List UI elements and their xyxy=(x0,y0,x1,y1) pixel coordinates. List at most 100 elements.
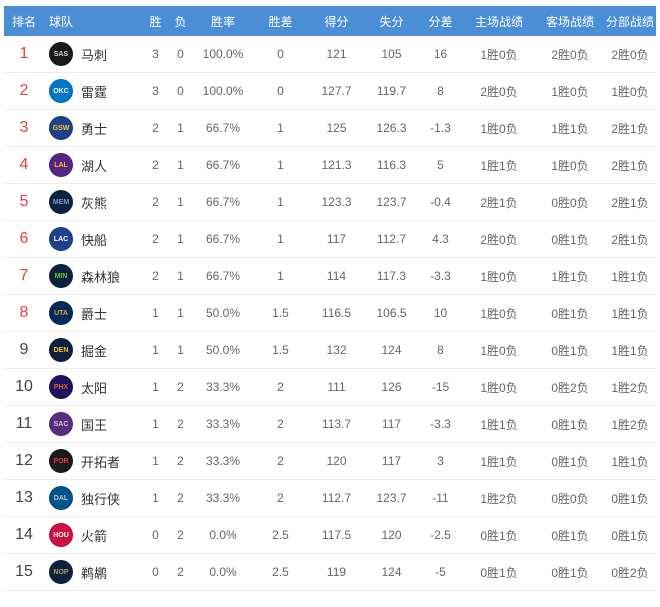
team-name[interactable]: 灰熊 xyxy=(81,195,108,211)
team-name[interactable]: 太阳 xyxy=(81,380,108,396)
points-for-value: 125 xyxy=(326,121,347,135)
win-pct-value: 0.0% xyxy=(209,528,237,542)
team-logo-icon: DAL xyxy=(49,486,73,510)
win-pct-value: 50.0% xyxy=(205,306,241,320)
team-cell[interactable]: HOU 火箭 xyxy=(44,523,144,547)
team-cell[interactable]: GSW 勇士 xyxy=(44,116,144,140)
team-name[interactable]: 雷霆 xyxy=(81,84,108,100)
team-cell[interactable]: SAC 国王 xyxy=(44,412,144,436)
team-cell[interactable]: DEN 掘金 xyxy=(44,338,144,362)
wins-value: 3 xyxy=(152,84,159,98)
team-cell[interactable]: OKC 雷霆 xyxy=(44,79,144,103)
wins-value: 2 xyxy=(152,232,159,246)
win-pct-value: 33.3% xyxy=(205,491,241,505)
point-diff-value: 8 xyxy=(437,84,444,98)
division-record-value: 0胜1负 xyxy=(611,528,649,543)
team-cell[interactable]: LAC 快船 xyxy=(44,227,144,251)
division-record-value: 2胜0负 xyxy=(611,47,649,62)
win-pct-value: 66.7% xyxy=(205,121,241,135)
team-logo-icon: MIN xyxy=(49,264,73,288)
team-name[interactable]: 开拓者 xyxy=(81,454,121,470)
team-cell[interactable]: DAL 独行侠 xyxy=(44,486,144,510)
team-name[interactable]: 国王 xyxy=(81,417,108,433)
point-diff-value: -0.4 xyxy=(430,195,451,209)
point-diff-value: 4.3 xyxy=(432,232,449,246)
team-name[interactable]: 火箭 xyxy=(81,528,108,544)
away-record-value: 0胜1负 xyxy=(551,306,589,321)
losses-value: 0 xyxy=(177,47,184,61)
team-name[interactable]: 快船 xyxy=(81,232,108,248)
table-row: 2 OKC 雷霆 3 0 100.0% 0 127.7 119.7 8 2胜0负 1胜0负 1胜0负 xyxy=(4,73,656,110)
team-cell[interactable]: UTA 爵士 xyxy=(44,301,144,325)
division-record-value: 2胜1负 xyxy=(611,195,649,210)
points-for-value: 132 xyxy=(326,343,347,357)
away-record-value: 2胜0负 xyxy=(551,47,589,62)
rank-number: 6 xyxy=(19,230,29,247)
division-record-value: 1胜1负 xyxy=(611,343,649,358)
home-record-value: 0胜1负 xyxy=(480,565,518,580)
away-record-value: 1胜0负 xyxy=(551,158,589,173)
point-diff-value: -3.3 xyxy=(430,269,451,283)
division-record-value: 2胜1负 xyxy=(611,232,649,247)
points-against-value: 117 xyxy=(381,417,402,431)
points-against-value: 106.5 xyxy=(376,306,407,320)
home-record-value: 1胜0负 xyxy=(480,343,518,358)
away-record-value: 0胜1负 xyxy=(551,343,589,358)
team-logo-icon: HOU xyxy=(49,523,73,547)
table-row: 7 MIN 森林狼 2 1 66.7% 1 114 117.3 -3.3 1胜0负 1胜1负 1胜1负 xyxy=(4,258,656,295)
header-win-pct: 胜率 xyxy=(210,14,235,29)
rank-number: 12 xyxy=(15,452,33,469)
points-against-value: 126.3 xyxy=(376,121,407,135)
win-pct-value: 100.0% xyxy=(202,47,244,61)
team-name[interactable]: 勇士 xyxy=(81,121,108,137)
wins-value: 2 xyxy=(152,195,159,209)
away-record-value: 1胜1负 xyxy=(551,121,589,136)
team-logo-icon: OKC xyxy=(49,79,73,103)
team-name[interactable]: 独行侠 xyxy=(81,491,121,507)
point-diff-value: 3 xyxy=(437,454,444,468)
team-name[interactable]: 马刺 xyxy=(81,47,108,63)
header-points-for: 得分 xyxy=(324,14,349,29)
rank-number: 15 xyxy=(15,563,33,580)
team-name[interactable]: 鹈鹕 xyxy=(81,565,108,581)
team-cell[interactable]: POR 开拓者 xyxy=(44,449,144,473)
home-record-value: 2胜0负 xyxy=(480,232,518,247)
table-row: 15 NOP 鹈鹕 0 2 0.0% 2.5 119 124 -5 0胜1负 0胜1负 0胜2负 xyxy=(4,554,656,591)
team-cell[interactable]: SAS 马刺 xyxy=(44,42,144,66)
home-record-value: 1胜0负 xyxy=(480,47,518,62)
table-row: 4 LAL 湖人 2 1 66.7% 1 121.3 116.3 5 1胜1负 1胜0负 2胜1负 xyxy=(4,147,656,184)
team-name[interactable]: 湖人 xyxy=(81,158,108,174)
rank-number: 11 xyxy=(15,415,33,432)
team-cell[interactable]: LAL 湖人 xyxy=(44,153,144,177)
losses-value: 2 xyxy=(177,565,184,579)
header-team: 球队 xyxy=(49,14,74,29)
team-cell[interactable]: MIN 森林狼 xyxy=(44,264,144,288)
points-for-value: 116.5 xyxy=(321,306,352,320)
team-logo-icon: DEN xyxy=(49,338,73,362)
home-record-value: 1胜0负 xyxy=(480,269,518,284)
table-row: 9 DEN 掘金 1 1 50.0% 1.5 132 124 8 1胜0负 0胜1负 1胜1负 xyxy=(4,332,656,369)
home-record-value: 1胜0负 xyxy=(480,306,518,321)
team-cell[interactable]: PHX 太阳 xyxy=(44,375,144,399)
team-name[interactable]: 爵士 xyxy=(81,306,108,322)
team-name[interactable]: 森林狼 xyxy=(81,269,121,285)
points-for-value: 113.7 xyxy=(321,417,352,431)
wins-value: 2 xyxy=(152,121,159,135)
games-behind-value: 2 xyxy=(277,380,284,394)
points-against-value: 123.7 xyxy=(376,195,407,209)
losses-value: 1 xyxy=(177,306,184,320)
point-diff-value: 10 xyxy=(433,306,448,320)
losses-value: 2 xyxy=(177,491,184,505)
wins-value: 1 xyxy=(152,306,159,320)
team-name[interactable]: 掘金 xyxy=(81,343,108,359)
wins-value: 0 xyxy=(152,565,159,579)
away-record-value: 0胜1负 xyxy=(551,417,589,432)
games-behind-value: 2 xyxy=(277,454,284,468)
win-pct-value: 33.3% xyxy=(205,380,241,394)
division-record-value: 1胜2负 xyxy=(611,417,649,432)
team-cell[interactable]: MEM 灰熊 xyxy=(44,190,144,214)
losses-value: 2 xyxy=(177,380,184,394)
table-row: 5 MEM 灰熊 2 1 66.7% 1 123.3 123.7 -0.4 2胜1负 0胜0负 2胜1负 xyxy=(4,184,656,221)
home-record-value: 1胜1负 xyxy=(480,158,518,173)
team-cell[interactable]: NOP 鹈鹕 xyxy=(44,560,144,584)
